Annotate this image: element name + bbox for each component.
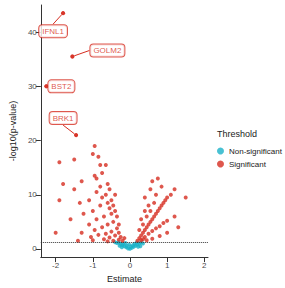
- svg-text:Non-significant: Non-significant: [229, 147, 283, 156]
- svg-text:Significant: Significant: [229, 160, 267, 169]
- svg-text:0: 0: [32, 244, 37, 253]
- svg-text:BST2: BST2: [51, 82, 72, 91]
- svg-text:-2: -2: [52, 261, 60, 270]
- svg-text:40: 40: [28, 28, 37, 37]
- svg-text:30: 30: [28, 82, 37, 91]
- svg-text:GOLM2: GOLM2: [93, 46, 122, 55]
- svg-text:-1: -1: [89, 261, 97, 270]
- svg-text:IFNL1: IFNL1: [42, 27, 64, 36]
- svg-text:20: 20: [28, 136, 37, 145]
- svg-text:-log10(p-value): -log10(p-value): [8, 101, 18, 162]
- svg-text:1: 1: [165, 261, 170, 270]
- svg-text:0: 0: [128, 261, 133, 270]
- svg-text:Threshold: Threshold: [217, 129, 257, 139]
- svg-text:10: 10: [28, 190, 37, 199]
- svg-text:BRK1: BRK1: [53, 114, 74, 123]
- svg-text:2: 2: [202, 261, 207, 270]
- svg-text:Estimate: Estimate: [107, 274, 142, 284]
